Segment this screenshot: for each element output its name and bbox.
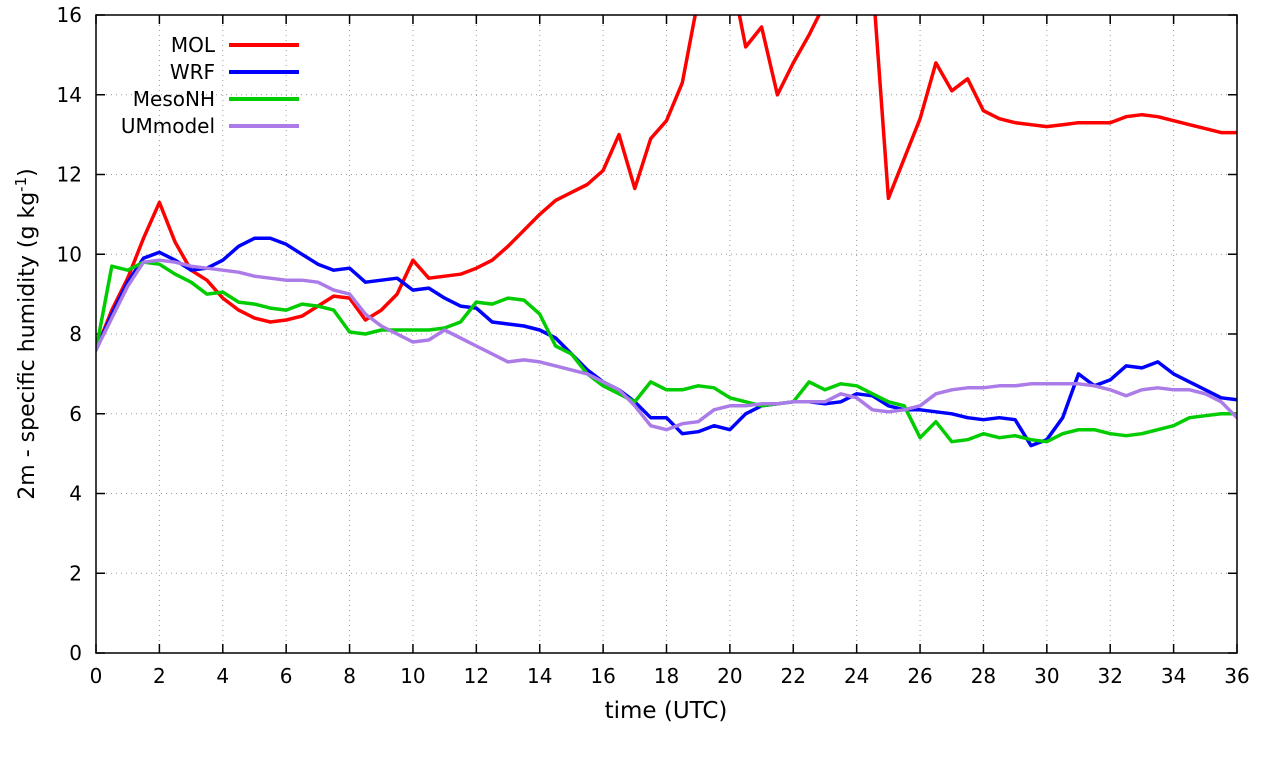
x-tick-label: 4 [216, 664, 229, 688]
legend-item-mol: MOL [171, 33, 299, 57]
legend-item-mesonh: MesoNH [133, 87, 299, 111]
y-axis-title-superscript: -1 [11, 176, 30, 192]
x-tick-label: 6 [280, 664, 293, 688]
x-tick-label: 24 [844, 664, 869, 688]
series-line-ummodel [96, 258, 1237, 432]
x-tick-label: 10 [400, 664, 425, 688]
x-tick-label: 26 [907, 664, 932, 688]
x-tick-label: 32 [1097, 664, 1122, 688]
x-tick-label: 12 [464, 664, 489, 688]
legend-label-mesonh: MesoNH [133, 87, 215, 111]
y-tick-label: 6 [69, 402, 82, 426]
y-tick-label: 4 [69, 482, 82, 506]
x-axis-title: time (UTC) [604, 698, 728, 724]
y-axis-title-main: 2m - specific humidity (g kg [15, 191, 41, 500]
y-tick-label: 2 [69, 561, 82, 585]
x-tick-label: 16 [590, 664, 615, 688]
y-axis-title-close: ) [15, 168, 41, 177]
y-tick-label: 16 [57, 3, 82, 27]
y-tick-label: 10 [57, 242, 82, 266]
tick-labels: 0 2 4 6 8 10 12 14 16 18 20 22 24 26 28 30 32 34 360246810… [57, 3, 1250, 688]
x-tick-label: 30 [1034, 664, 1059, 688]
legend: MOL WRF MesoNH UMmodel [121, 33, 299, 138]
legend-item-wrf: WRF [170, 60, 299, 84]
y-axis-title: 2m - specific humidity (g kg-1) [12, 168, 40, 499]
series-line-mol [96, 15, 1237, 352]
x-tick-label: 14 [527, 664, 552, 688]
x-tick-label: 34 [1161, 664, 1186, 688]
x-tick-label: 22 [781, 664, 806, 688]
series-line-wrf [96, 236, 1237, 448]
x-tick-label: 18 [654, 664, 679, 688]
x-tick-label: 8 [343, 664, 356, 688]
legend-item-ummodel: UMmodel [121, 114, 299, 138]
x-tick-label: 20 [717, 664, 742, 688]
legend-label-ummodel: UMmodel [121, 114, 215, 138]
y-tick-label: 12 [57, 163, 82, 187]
series-line-mesonh [96, 260, 1237, 444]
x-tick-label: 36 [1224, 664, 1249, 688]
legend-label-wrf: WRF [170, 60, 215, 84]
plot-border [95, 14, 1238, 654]
x-tick-label: 28 [971, 664, 996, 688]
x-tick-label: 2 [153, 664, 166, 688]
series-lines [96, 15, 1237, 448]
y-tick-label: 8 [69, 322, 82, 346]
y-tick-label: 14 [57, 83, 82, 107]
grid-lines [95, 14, 1238, 654]
legend-label-mol: MOL [171, 33, 216, 57]
x-tick-label: 0 [90, 664, 103, 688]
y-tick-label: 0 [69, 641, 82, 665]
